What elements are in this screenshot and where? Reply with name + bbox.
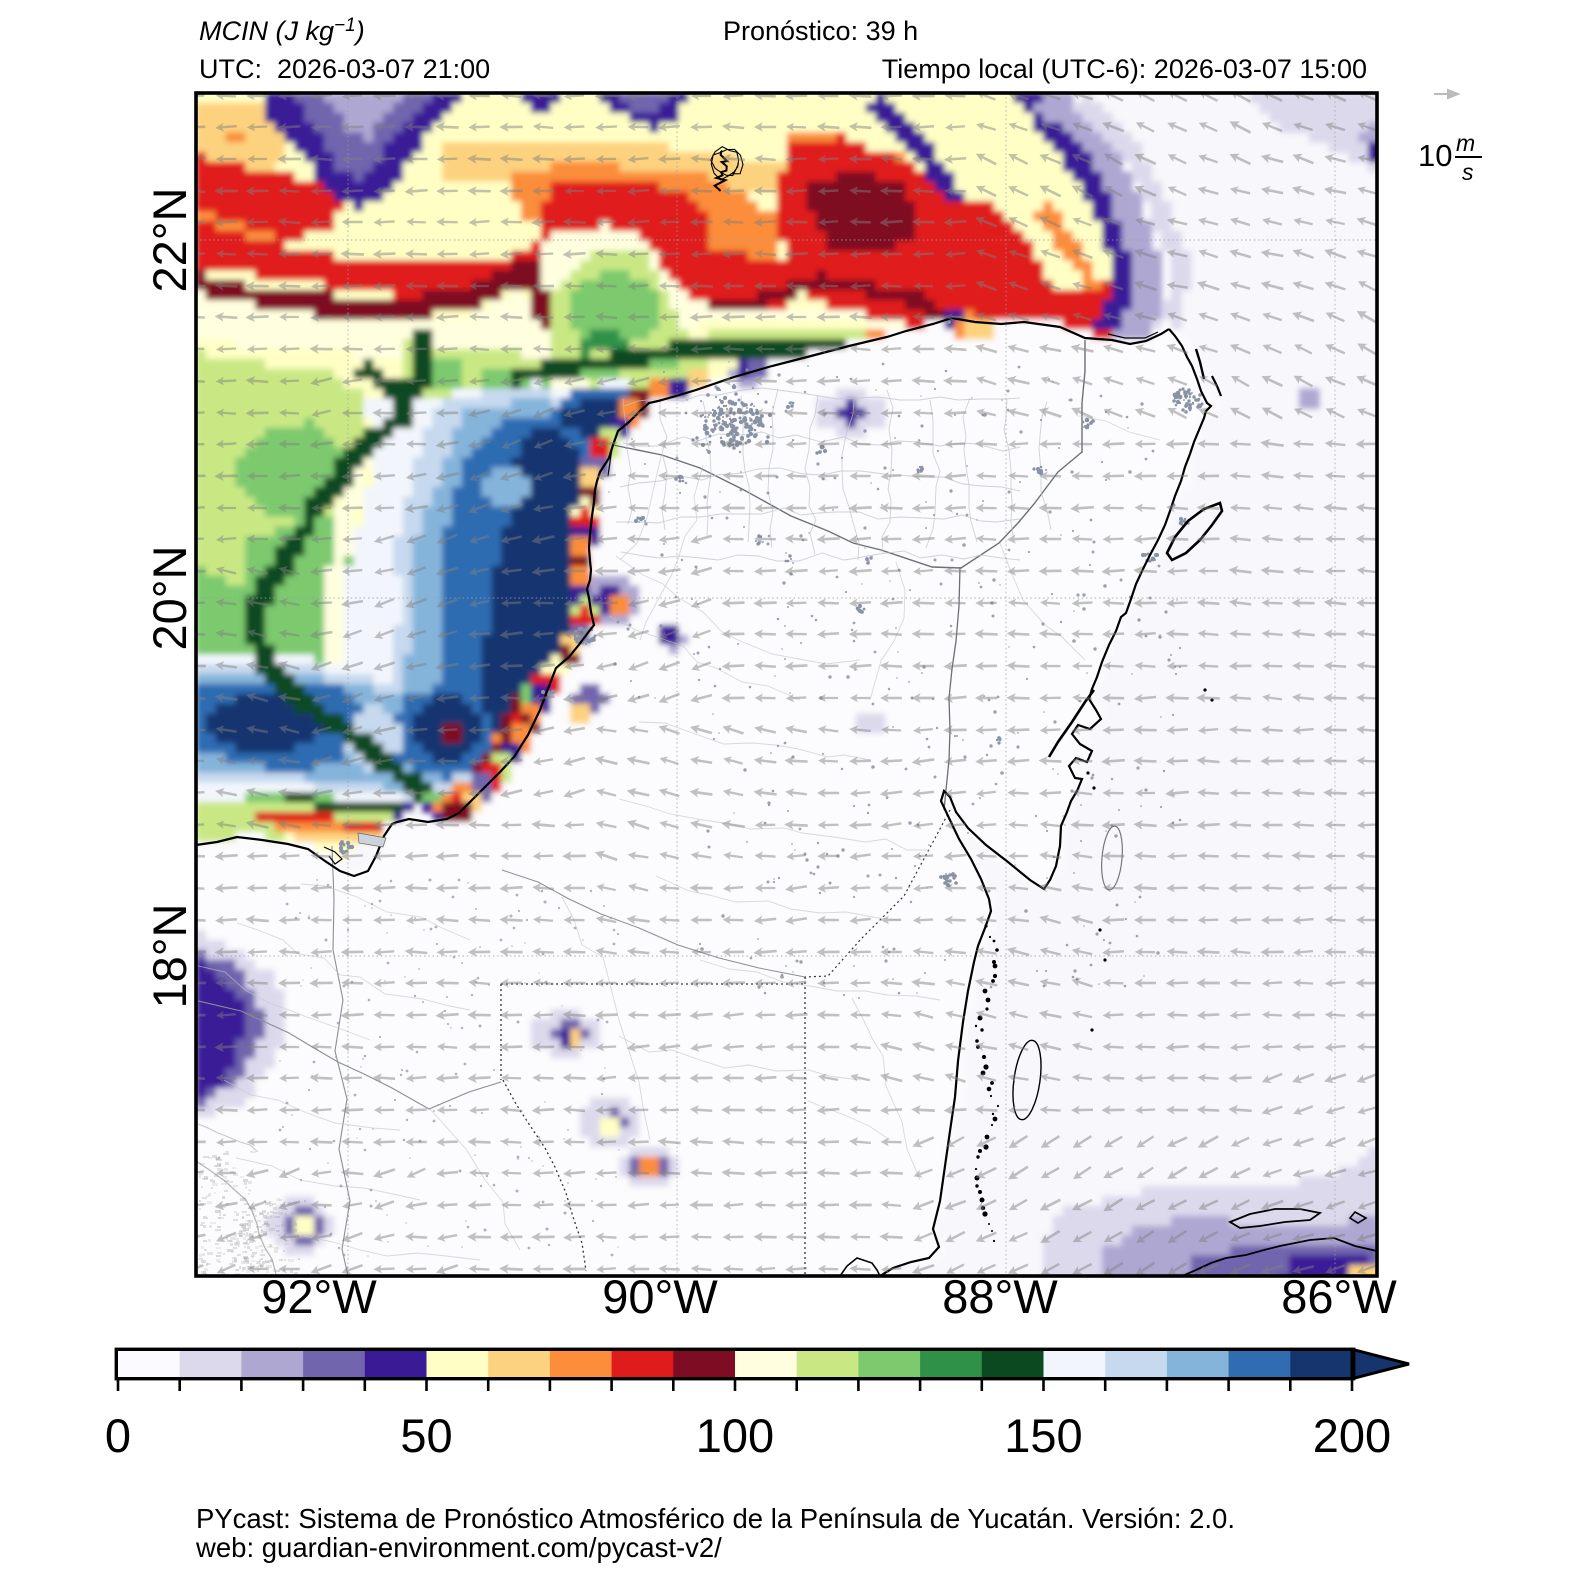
svg-text:92°W: 92°W [261, 1270, 377, 1323]
svg-text:86°W: 86°W [1281, 1270, 1397, 1323]
svg-text:UTC: 2026-03-07 21:00: UTC: 2026-03-07 21:00 [199, 54, 490, 84]
svg-text:88°W: 88°W [942, 1270, 1058, 1323]
svg-text:web: guardian-environment.com/: web: guardian-environment.com/pycast-v2/ [195, 1532, 722, 1563]
svg-text:0: 0 [105, 1409, 131, 1462]
svg-text:50: 50 [400, 1409, 452, 1462]
svg-text:Tiempo local (UTC-6): 2026-03-: Tiempo local (UTC-6): 2026-03-07 15:00 [882, 54, 1367, 84]
svg-text:18°N: 18°N [143, 903, 196, 1008]
svg-text:90°W: 90°W [602, 1270, 718, 1323]
svg-text:m: m [1456, 130, 1475, 156]
svg-text:s: s [1462, 159, 1474, 185]
svg-text:PYcast: Sistema de Pronóstico: PYcast: Sistema de Pronóstico Atmosféric… [196, 1503, 1235, 1534]
svg-text:22°N: 22°N [143, 187, 196, 292]
svg-text:Pronóstico: 39 h: Pronóstico: 39 h [723, 16, 918, 46]
svg-text:20°N: 20°N [143, 545, 196, 650]
svg-text:150: 150 [1004, 1409, 1082, 1462]
svg-text:100: 100 [696, 1409, 774, 1462]
svg-text:200: 200 [1313, 1409, 1391, 1462]
svg-text:10: 10 [1418, 138, 1452, 173]
